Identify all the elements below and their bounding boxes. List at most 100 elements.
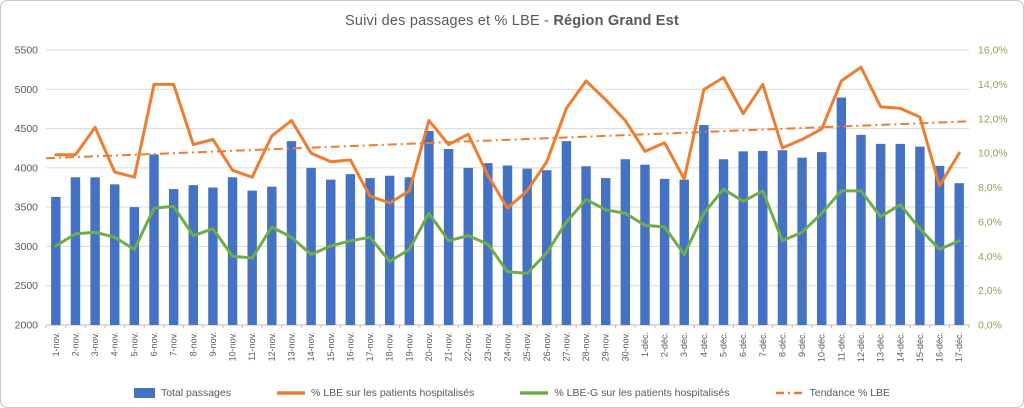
bar (345, 174, 356, 325)
bar (227, 177, 238, 325)
lbeg-line (54, 187, 961, 275)
legend-dashdot-swatch (775, 391, 804, 395)
bar (365, 178, 375, 325)
left-axis-labels: 2000 2500 3000 3500 4000 4500 5000 5500 (15, 45, 39, 332)
x-axis-tick-label: 5-nov. (129, 332, 139, 356)
x-axis-tick-label: 10-déc. (817, 332, 827, 362)
right-axis-tick-label: 12,0% (978, 113, 1008, 125)
bar (718, 159, 729, 325)
x-axis-tick-label: 8-déc. (777, 332, 787, 357)
bar (836, 97, 847, 326)
chart-title: Suivi des passages et % LBE - Région Gra… (1, 13, 1023, 29)
x-axis-tick-label: 4-déc. (699, 332, 709, 357)
x-axis-tick-label: 10-nov. (228, 332, 238, 361)
right-axis-tick-label: 6,0% (978, 216, 1002, 228)
bar (620, 159, 631, 325)
x-axis-tick-label: 21-nov. (444, 332, 454, 361)
bar (522, 168, 532, 325)
left-axis-tick-label: 3500 (15, 202, 39, 214)
x-axis-tick-label: 7-nov. (169, 332, 179, 356)
x-axis-tick-label: 13-nov. (286, 332, 296, 361)
x-axis-tick-label: 24-nov. (503, 332, 513, 361)
x-axis-tick-label: 6-nov. (149, 332, 159, 356)
x-axis-tick-label: 12-déc. (856, 332, 866, 362)
bar (954, 183, 964, 325)
bar (463, 167, 473, 325)
trend-line (45, 120, 970, 160)
right-axis-tick-label: 16,0% (978, 45, 1008, 57)
bar (384, 175, 395, 325)
bar (699, 125, 709, 326)
bar (934, 165, 945, 325)
bar (90, 177, 100, 325)
bar (561, 141, 572, 325)
legend-label: Total passages (160, 387, 231, 399)
x-axis-tick-label: 23-nov. (483, 332, 493, 361)
left-axis-tick-label: 2500 (15, 280, 39, 292)
x-axis-tick-label: 15-nov. (326, 332, 336, 361)
x-axis-tick-label: 9-déc. (797, 332, 807, 357)
bar (286, 141, 297, 325)
left-axis-tick-label: 5000 (15, 84, 39, 96)
x-axis-tick-label: 28-nov. (581, 332, 591, 361)
x-axis-tick-label: 6-déc. (738, 332, 748, 357)
bar (502, 165, 513, 325)
lbe-line (54, 65, 961, 210)
x-axis-tick-label: 9-nov. (208, 332, 218, 356)
legend-label: % LBE sur les patients hospitalisés (310, 387, 475, 399)
x-axis-tick-label: 18-nov. (385, 332, 395, 361)
x-axis-tick-label: 2-nov. (70, 332, 80, 356)
right-axis-tick-label: 14,0% (978, 79, 1008, 91)
x-axis-tick-label: 19-nov. (404, 332, 414, 361)
legend-label: Tendance % LBE (809, 387, 891, 399)
x-axis-tick-label: 3-déc. (679, 332, 689, 357)
bar (895, 143, 905, 325)
x-axis-tick-label: 15-déc. (915, 332, 925, 362)
chart-title-region: Région Grand Est (553, 13, 679, 29)
legend-item: Total passages (133, 387, 231, 399)
legend-label: % LBE-G sur les patients hospitalisés (554, 387, 730, 399)
bar (816, 152, 827, 325)
x-axis-tick-label: 4-nov. (110, 332, 120, 356)
legend-line-swatch (276, 391, 305, 395)
x-axis-tick-label: 3-nov. (90, 332, 100, 356)
chart-legend: Total passages % LBE sur les patients hos… (1, 387, 1023, 399)
right-axis-tick-label: 10,0% (978, 148, 1008, 160)
x-axis-tick-label: 1-déc. (640, 332, 650, 357)
legend-item: Tendance % LBE (775, 387, 891, 399)
x-axis-tick-label: 11-déc. (836, 332, 846, 361)
legend-line-swatch (520, 391, 549, 395)
bar (149, 154, 159, 325)
x-axis-tick-label: 11-nov. (247, 332, 257, 361)
x-axis-tick-label: 7-déc. (758, 332, 768, 357)
bar (208, 187, 218, 325)
x-axis-tick-label: 26-nov. (542, 332, 552, 361)
bar (267, 186, 277, 325)
bar (188, 185, 199, 325)
x-axis-tick-label: 17-nov. (365, 332, 375, 361)
bar (443, 149, 454, 325)
x-axis-labels: 1-nov. 2-nov. 3-nov. 4-nov. 5-nov. 6-nov. 7-no… (51, 332, 964, 362)
x-axis-tick-label: 16-déc. (935, 332, 945, 362)
x-axis-tick-label: 14-nov. (306, 332, 316, 361)
x-axis-tick-label: 22-nov. (463, 332, 473, 361)
x-axis-tick-label: 27-nov. (561, 332, 571, 361)
bar (915, 146, 925, 325)
right-axis-tick-label: 4,0% (978, 251, 1002, 263)
x-axis-tick-label: 2-déc. (660, 332, 670, 357)
legend-bar-swatch (133, 388, 155, 398)
x-axis (45, 324, 970, 328)
x-axis-tick-label: 1-nov. (51, 332, 61, 356)
right-axis-tick-label: 2,0% (978, 285, 1002, 297)
bar (51, 196, 61, 325)
x-axis-tick-label: 20-nov. (424, 332, 434, 361)
x-axis-tick-label: 16-nov. (345, 332, 355, 361)
bar (70, 177, 81, 325)
bar (581, 166, 591, 325)
legend-item: % LBE sur les patients hospitalisés (276, 387, 475, 399)
x-axis-tick-label: 17-déc. (954, 332, 964, 362)
left-axis-tick-label: 2000 (15, 320, 39, 332)
left-axis-tick-label: 3000 (15, 241, 39, 253)
x-axis-tick-label: 8-nov. (188, 332, 198, 356)
